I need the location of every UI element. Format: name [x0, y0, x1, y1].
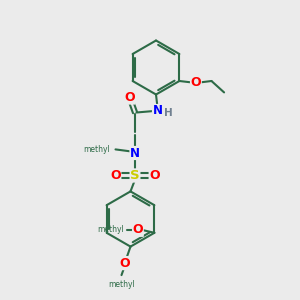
Text: methyl: methyl	[84, 145, 110, 154]
Text: methyl: methyl	[108, 280, 135, 289]
Text: N: N	[130, 146, 140, 160]
Text: N: N	[152, 104, 163, 118]
Text: O: O	[133, 223, 143, 236]
Text: O: O	[124, 91, 135, 104]
Text: H: H	[164, 108, 172, 118]
Text: O: O	[190, 76, 201, 89]
Text: O: O	[119, 256, 130, 270]
Text: O: O	[149, 169, 160, 182]
Text: methyl: methyl	[97, 225, 124, 234]
Text: O: O	[110, 169, 121, 182]
Text: S: S	[130, 169, 140, 182]
